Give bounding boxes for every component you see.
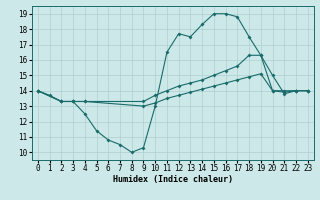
X-axis label: Humidex (Indice chaleur): Humidex (Indice chaleur) — [113, 175, 233, 184]
